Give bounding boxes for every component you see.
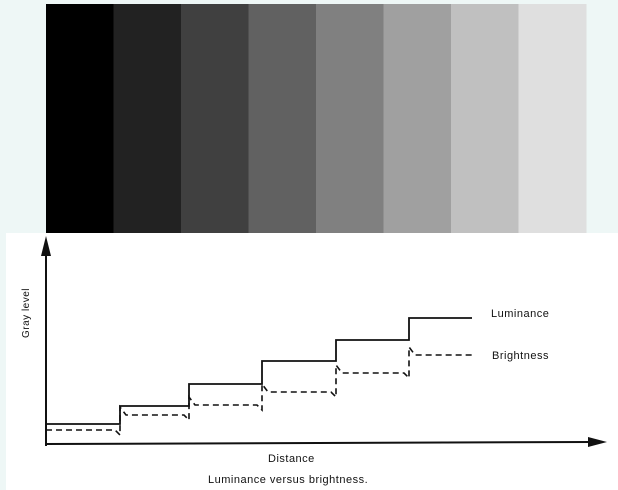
luminance-legend-label: Luminance: [491, 308, 550, 320]
gray-band-3: [181, 4, 249, 240]
y-axis: [41, 236, 51, 446]
y-axis-arrow: [41, 236, 51, 256]
gray-band-8: [518, 4, 587, 240]
x-axis-arrow: [588, 437, 607, 447]
figure-caption: Luminance versus brightness.: [208, 474, 369, 486]
brightness-series-line: [46, 344, 472, 437]
brightness-legend-label: Brightness: [492, 350, 549, 362]
gray-band-4: [248, 4, 317, 240]
y-axis-label: Gray level: [21, 287, 32, 338]
gray-band-6: [383, 4, 452, 240]
x-axis-label: Distance: [268, 453, 315, 465]
gray-band-2: [113, 4, 182, 240]
gray-band-7: [451, 4, 519, 240]
x-axis: [45, 437, 607, 447]
gray-band-strip: [46, 4, 587, 240]
gray-band-1: [46, 4, 114, 240]
gray-band-5: [316, 4, 384, 240]
